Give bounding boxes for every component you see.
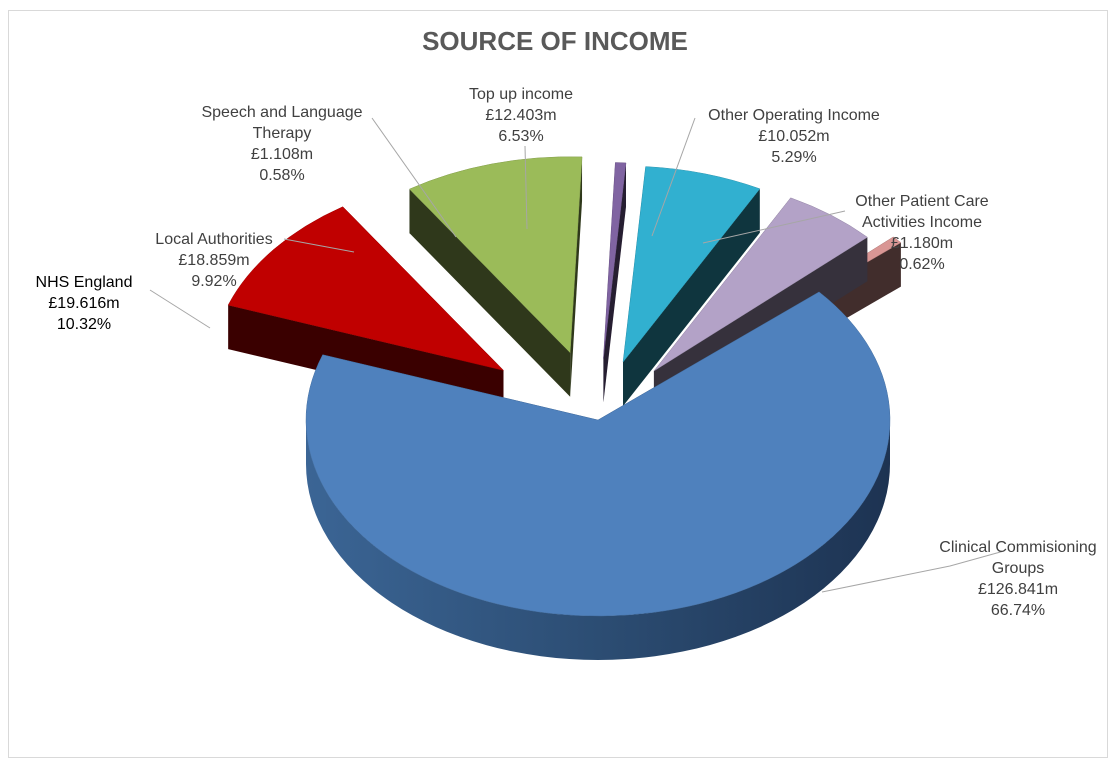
pie-slice-3 [409, 156, 583, 397]
data-label-text: Local Authorities £18.859m 9.92% [155, 231, 272, 290]
chart-title: SOURCE OF INCOME [422, 26, 688, 56]
data-label-text: Speech and Language Therapy £1.108m 0.58% [201, 104, 362, 184]
pie-slice-1 [305, 291, 891, 660]
data-label-6: Other Operating Income £10.052m 5.29% [651, 107, 880, 237]
pie-slice-4 [603, 162, 627, 403]
data-label-2: NHS England £19.616m 10.32% [36, 274, 211, 333]
data-label-3: Local Authorities £18.859m 9.92% [155, 231, 355, 290]
data-label-1: Clinical Commisioning Groups £126.841m 66.7… [821, 539, 1097, 619]
data-label-text: Top up income £12.403m 6.53% [469, 86, 573, 145]
leader-line [821, 550, 1005, 593]
data-label-5: Top up income £12.403m 6.53% [469, 86, 573, 230]
leader-line [651, 117, 696, 237]
data-label-text: NHS England £19.616m 10.32% [36, 274, 133, 333]
data-label-4: Speech and Language Therapy £1.108m 0.58% [201, 104, 457, 238]
leader-line [283, 238, 355, 253]
data-label-text: Clinical Commisioning Groups £126.841m 66.7… [939, 539, 1096, 619]
pie-slice-5 [622, 166, 761, 406]
data-label-7: Other Patient Care Activities Income £1.18… [702, 193, 989, 273]
leader-line [149, 289, 211, 329]
leader-line [702, 210, 846, 244]
data-label-text: Other Patient Care Activities Income £1.18… [855, 193, 989, 273]
data-label-text: Other Operating Income £10.052m 5.29% [708, 107, 880, 166]
leader-line [524, 145, 528, 230]
leader-line [371, 117, 457, 238]
